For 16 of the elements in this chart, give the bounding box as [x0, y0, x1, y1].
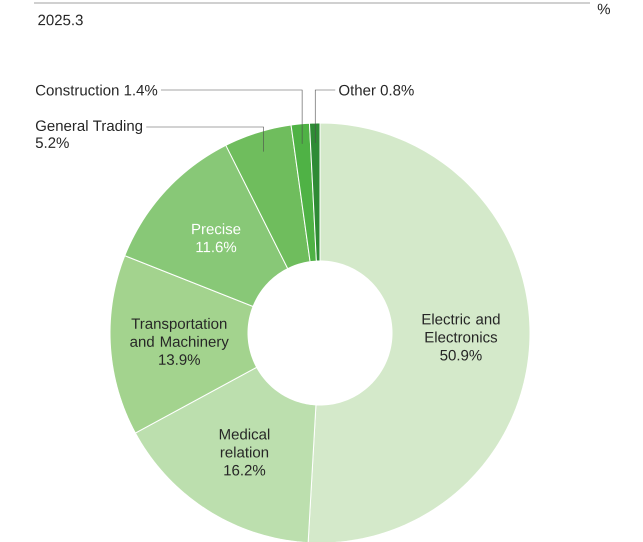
data-label: 13.9% [159, 354, 200, 365]
slice-label: Precise [192, 223, 240, 234]
slice-label: General Trading [36, 120, 142, 134]
slice-label: Construction [36, 84, 118, 96]
slice-label: Medical relation [220, 428, 270, 458]
data-label: 1.4% [124, 84, 158, 96]
data-label: 11.6% [196, 242, 236, 252]
slice-label: Transportation and Machinery [130, 318, 229, 350]
text: % [598, 4, 610, 14]
slice-label: Other [339, 84, 376, 96]
data-label: 50.9% [440, 350, 482, 360]
slice-label: Electric and Electronics [422, 313, 500, 342]
data-label: 5.2% [36, 137, 69, 148]
chart-title: 2025.3 [38, 14, 83, 26]
data-label: 0.8% [380, 84, 414, 96]
data-label: 16.2% [224, 464, 266, 476]
